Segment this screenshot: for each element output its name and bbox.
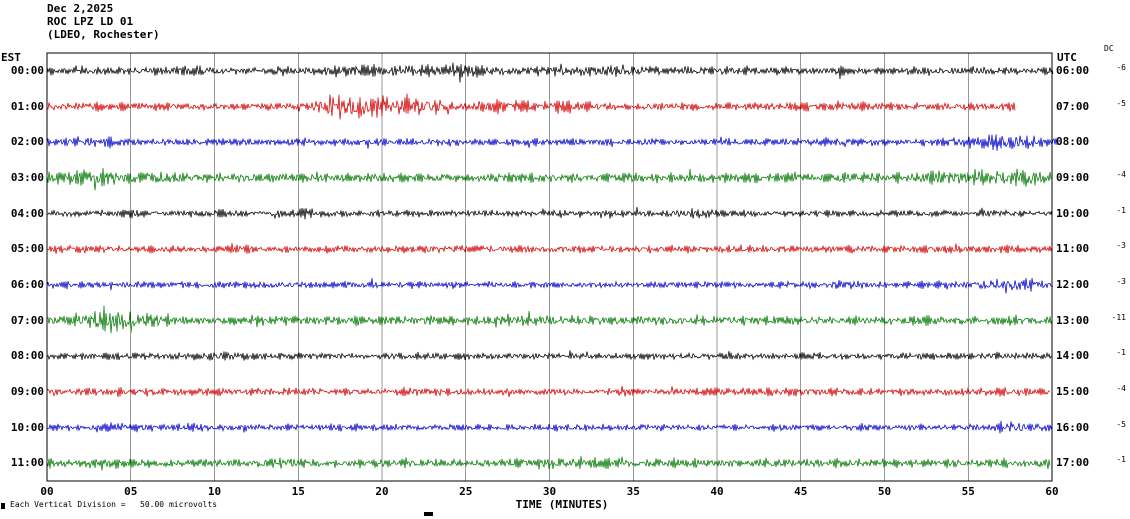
x-tick-label: 55 [961,485,975,498]
row-dc-value: -4 [1116,169,1126,179]
row-dc-value: -3 [1116,276,1126,286]
row-dc-value: -1 [1116,205,1126,215]
row-label-utc: 11:00 [1056,242,1090,256]
row-label-est: 07:00 [10,313,44,327]
row-dc-value: -3 [1116,241,1126,251]
row-label-est: 03:00 [10,170,44,184]
trace-row-08:00 [46,350,1053,361]
trace-row-02:00 [46,134,1058,151]
row-label-est: 05:00 [10,242,44,256]
row-label-utc: 14:00 [1056,349,1090,363]
footer-marker [424,512,433,516]
header-station: ROC LPZ LD 01 [47,15,134,28]
row-label-est: 11:00 [10,456,44,470]
dc-header-label: DC [1104,44,1114,53]
row-dc-value: -11 [1111,312,1126,322]
left-timezone-label: EST [1,51,21,64]
row-dc-value: -1 [1116,348,1126,358]
x-tick-label: 45 [794,485,808,498]
row-dc-value: -4 [1116,383,1126,393]
row-label-est: 01:00 [10,99,44,113]
row-label-utc: 10:00 [1056,206,1090,220]
row-label-est: 00:00 [10,63,44,77]
x-tick-label: 05 [124,485,138,498]
scale-note: Each Vertical Division = 50.00 microvolt… [10,500,218,509]
x-tick-label: 50 [877,485,892,498]
x-tick-label: 25 [459,485,473,498]
row-dc-value: -5 [1116,98,1126,108]
trace-row-10:00 [46,420,1053,434]
x-tick-label: 30 [542,485,557,498]
corner-marker [1,503,5,509]
row-label-utc: 12:00 [1056,277,1090,291]
x-tick-label: 15 [291,485,305,498]
x-tick-label: 20 [375,485,389,498]
trace-row-00:00 [46,62,1054,83]
row-dc-value: -5 [1116,419,1126,429]
row-label-utc: 09:00 [1056,170,1090,184]
header-date: Dec 2,2025 [47,2,114,15]
trace-row-06:00 [46,278,1054,294]
row-label-utc: 13:00 [1056,313,1090,327]
row-label-utc: 17:00 [1056,456,1090,470]
right-timezone-label: UTC [1057,51,1077,64]
trace-row-11:00 [46,456,1051,471]
row-label-est: 06:00 [10,277,44,291]
trace-row-07:00 [46,305,1053,334]
trace-row-09:00 [46,386,1051,398]
row-label-utc: 07:00 [1056,99,1090,113]
row-label-est: 04:00 [10,206,44,220]
row-label-utc: 08:00 [1056,135,1090,149]
row-label-est: 09:00 [10,384,44,398]
trace-row-01:00 [46,93,1016,120]
trace-row-05:00 [46,242,1053,255]
x-tick-label: 00 [40,485,54,498]
trace-row-03:00 [46,167,1053,191]
x-tick-label: 35 [626,485,640,498]
x-tick-label: 60 [1045,485,1059,498]
x-axis-title: TIME (MINUTES) [515,498,609,511]
row-dc-value: -6 [1116,62,1126,72]
row-label-utc: 06:00 [1056,63,1090,77]
x-tick-label: 10 [207,485,222,498]
row-label-est: 10:00 [10,420,44,434]
row-label-utc: 16:00 [1056,420,1090,434]
trace-row-04:00 [46,207,1053,220]
row-label-utc: 15:00 [1056,384,1090,398]
plot-frame [46,52,1053,482]
x-tick-label: 40 [710,485,724,498]
row-label-est: 02:00 [10,135,44,149]
row-dc-value: -1 [1116,455,1126,465]
header-network: (LDEO, Rochester) [47,28,160,41]
row-label-est: 08:00 [10,349,44,363]
